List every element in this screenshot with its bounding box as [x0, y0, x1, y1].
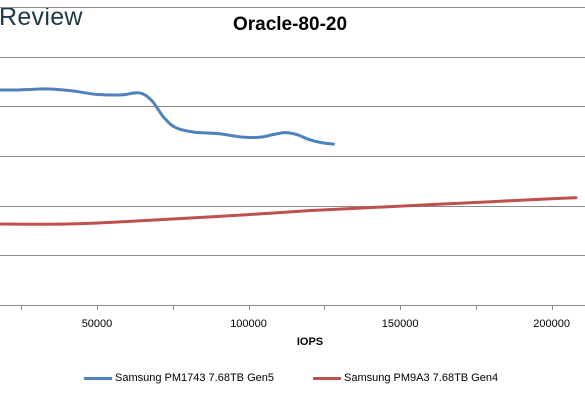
x-tick-label: 150000: [382, 318, 419, 330]
legend-label-pm1743: Samsung PM1743 7.68TB Gen5: [115, 372, 274, 384]
legend-entry-pm1743: Samsung PM1743 7.68TB Gen5: [84, 372, 274, 384]
series-line-pm1743: [0, 87, 335, 146]
legend-swatch-pm1743: [84, 376, 112, 380]
chart-title: Oracle-80-20: [232, 14, 348, 35]
x-tick-label: 100000: [230, 318, 267, 330]
series-lines: [0, 87, 578, 226]
x-tick-label: 50000: [82, 318, 113, 330]
x-axis-label: IOPS: [296, 336, 324, 348]
x-tick-label: 200000: [533, 318, 570, 330]
legend-entry-pm9a3: Samsung PM9A3 7.68TB Gen4: [313, 372, 498, 384]
grid-lines: [0, 7, 585, 256]
x-axis: 50000 100000 150000 200000: [0, 305, 585, 330]
legend-label-pm9a3: Samsung PM9A3 7.68TB Gen4: [344, 372, 499, 384]
series-line-pm9a3: [0, 196, 578, 226]
legend-swatch-pm9a3: [313, 376, 341, 380]
